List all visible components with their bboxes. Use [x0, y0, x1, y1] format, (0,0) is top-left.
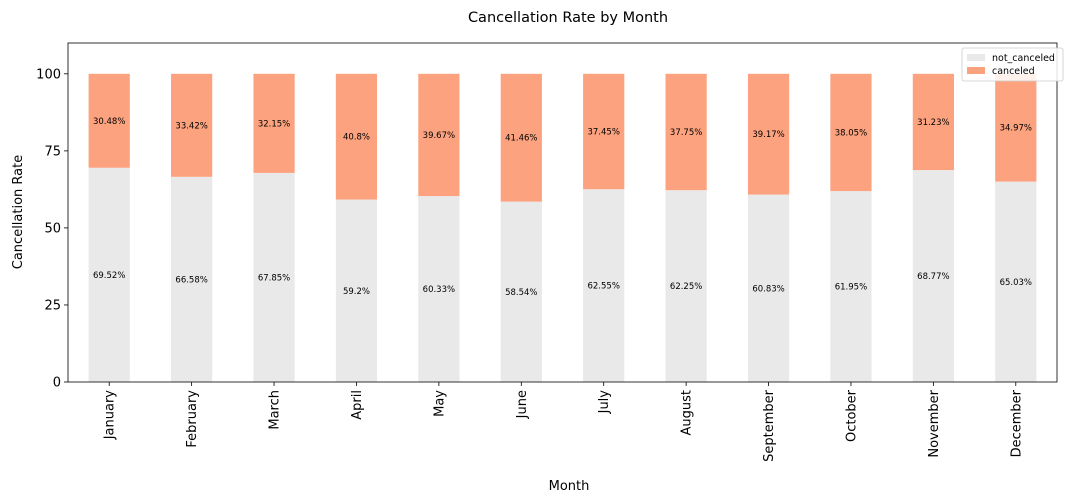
bar-canceled-september [747, 73, 790, 195]
y-tick-label-50: 50 [44, 221, 61, 236]
data-label-not-canceled-april: 59.2% [343, 287, 370, 297]
data-label-canceled-june: 41.46% [505, 134, 537, 144]
x-tick-label-may: May [432, 390, 447, 417]
legend-swatch-canceled [967, 67, 985, 74]
bar-not-canceled-april [335, 199, 378, 382]
y-tick-label-25: 25 [44, 298, 61, 313]
data-label-canceled-july: 37.45% [587, 128, 619, 138]
legend-label-canceled: canceled [992, 66, 1035, 77]
data-label-not-canceled-december: 65.03% [1000, 278, 1032, 288]
data-label-not-canceled-january: 69.52% [93, 271, 125, 281]
data-label-not-canceled-august: 62.25% [670, 282, 702, 292]
data-label-canceled-may: 39.67% [423, 131, 455, 141]
bar-canceled-july [583, 73, 625, 190]
bar-canceled-august [665, 73, 707, 191]
bar-not-canceled-february [171, 176, 213, 382]
chart-title: Cancellation Rate by Month [468, 10, 668, 26]
bar-not-canceled-november [912, 170, 954, 382]
data-label-not-canceled-november: 68.77% [917, 272, 949, 282]
bar-canceled-february [171, 73, 213, 177]
bar-canceled-march [253, 73, 295, 173]
data-label-not-canceled-september: 60.83% [752, 284, 784, 294]
x-tick-label-october: October [844, 389, 859, 442]
plot-area: 69.52% 30.48% 66.58% 33.42% 67.85% 32.15% 59.2… [88, 73, 1037, 382]
x-tick-label-november: November [927, 389, 942, 457]
data-label-canceled-august: 37.75% [670, 128, 702, 138]
data-label-canceled-september: 39.17% [752, 130, 784, 140]
y-axis-label: Cancellation Rate [11, 155, 26, 269]
legend-label-not-canceled: not_canceled [992, 53, 1055, 64]
x-tick-label-july: July [597, 390, 612, 415]
x-tick-label-august: August [680, 390, 695, 436]
data-label-not-canceled-july: 62.55% [587, 282, 619, 292]
x-tick-label-february: February [185, 390, 200, 448]
bar-not-canceled-september [747, 194, 790, 382]
data-label-canceled-january: 30.48% [93, 117, 125, 127]
data-label-canceled-october: 38.05% [835, 128, 867, 138]
data-label-not-canceled-may: 60.33% [423, 285, 455, 295]
bar-canceled-june [500, 73, 542, 202]
bar-not-canceled-july [583, 189, 625, 382]
x-tick-label-june: June [515, 390, 530, 419]
bar-not-canceled-october [830, 191, 872, 382]
bar-canceled-may [418, 73, 460, 197]
bar-canceled-october [830, 73, 872, 192]
bar-not-canceled-august [665, 190, 707, 382]
legend: not_canceled canceled [961, 47, 1064, 82]
bar-canceled-december [995, 73, 1037, 182]
y-axis: 0 25 50 75 100 [36, 67, 68, 391]
data-label-not-canceled-march: 67.85% [258, 273, 290, 283]
bar-not-canceled-march [253, 172, 295, 382]
legend-swatch-not-canceled [967, 54, 985, 61]
legend-box [961, 47, 1064, 82]
y-tick-label-0: 0 [53, 376, 61, 391]
y-tick-label-75: 75 [44, 144, 61, 159]
x-tick-label-april: April [350, 390, 365, 420]
x-tick-label-december: December [1009, 389, 1024, 457]
data-label-canceled-november: 31.23% [917, 118, 949, 128]
x-tick-label-january: January [103, 390, 118, 441]
data-label-not-canceled-february: 66.58% [175, 275, 207, 285]
bar-not-canceled-june [500, 201, 542, 382]
data-label-canceled-december: 34.97% [1000, 124, 1032, 134]
data-label-not-canceled-october: 61.95% [835, 283, 867, 293]
bar-not-canceled-january [88, 167, 130, 382]
x-axis: January February March April May June July Augu… [103, 382, 1024, 462]
x-tick-label-march: March [268, 390, 283, 430]
bar-not-canceled-december [995, 181, 1037, 382]
bar-not-canceled-may [418, 196, 460, 382]
bar-canceled-november [912, 73, 954, 171]
x-axis-label: Month [549, 479, 590, 494]
y-tick-label-100: 100 [36, 67, 61, 82]
data-label-canceled-february: 33.42% [175, 121, 207, 131]
data-label-not-canceled-june: 58.54% [505, 288, 537, 298]
bar-canceled-january [88, 73, 130, 168]
data-label-canceled-march: 32.15% [258, 119, 290, 129]
bar-canceled-april [335, 73, 378, 200]
data-label-canceled-april: 40.8% [343, 133, 370, 143]
plot-frame [67, 42, 1058, 383]
x-tick-label-september: September [762, 389, 777, 462]
